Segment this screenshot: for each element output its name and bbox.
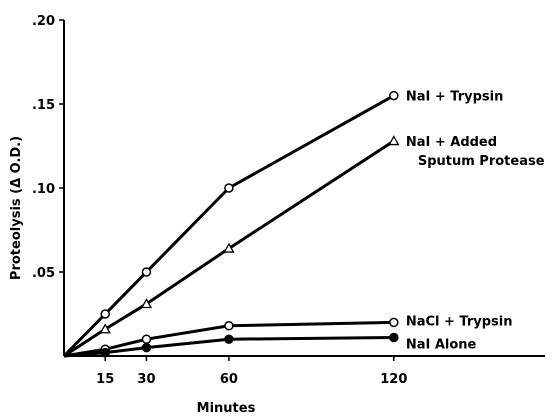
data-point: [224, 183, 234, 193]
data-point: [389, 90, 399, 101]
series-labels: NaI + Trypsin NaI + Added Sputum Protease N…: [406, 90, 545, 353]
x-tick-label: 60: [220, 372, 238, 387]
x-tick-label: 15: [96, 372, 114, 387]
series-label: NaI + Trypsin: [406, 90, 504, 105]
axes: [63, 20, 545, 357]
x-tick-label: 120: [380, 372, 407, 387]
series-group: [62, 90, 400, 358]
y-axis-title: Proteolysis (Δ O.D.): [9, 136, 24, 280]
data-point: [224, 334, 234, 344]
data-point: [224, 321, 234, 331]
data-point: [140, 298, 153, 309]
data-point: [141, 267, 152, 277]
series-line: [62, 94, 395, 358]
data-point: [389, 332, 399, 343]
series-1: [63, 135, 400, 358]
y-tick-label: .20: [32, 14, 55, 29]
series-label: NaI Alone: [406, 338, 477, 353]
series-label: NaCl + Trypsin: [406, 314, 513, 329]
y-tick-label: .10: [32, 182, 55, 197]
data-point: [141, 342, 152, 353]
data-point: [389, 317, 399, 328]
y-tick-label: .15: [32, 98, 55, 113]
data-point: [388, 135, 400, 146]
series-0: [62, 90, 399, 358]
series-label: NaI + Added Sputum Protease: [406, 135, 545, 169]
x-axis-title: Minutes: [197, 401, 256, 416]
x-tick-label: 30: [137, 372, 155, 387]
data-point: [99, 323, 111, 334]
y-tick-label: .05: [32, 266, 55, 281]
data-point: [100, 347, 110, 358]
ticks: 15 30 60 120 .05 .10 .15 .20: [32, 14, 407, 387]
series-3: [63, 332, 399, 358]
data-point: [223, 242, 235, 253]
data-point: [100, 309, 110, 319]
data-point: [141, 334, 152, 344]
